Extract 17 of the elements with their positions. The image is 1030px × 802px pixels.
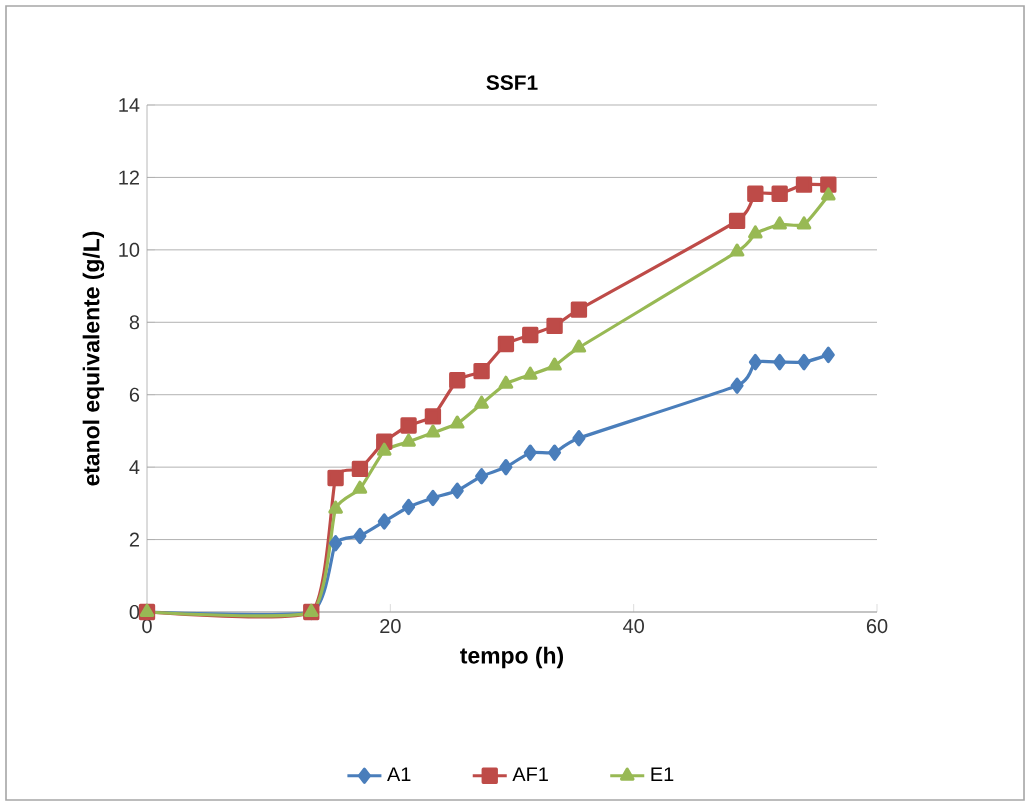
legend-label: A1 <box>387 767 411 782</box>
y-tick-label: 8 <box>129 315 140 330</box>
chart-title: SSF1 <box>486 75 538 90</box>
x-tick-label: 40 <box>623 619 644 634</box>
y-tick-label: 2 <box>129 532 139 547</box>
legend-label: AF1 <box>512 767 548 782</box>
legend-label: E1 <box>651 767 674 782</box>
x-tick-label: 60 <box>866 619 888 634</box>
y-tick-label: 12 <box>119 170 139 185</box>
y-tick-label: 4 <box>129 460 140 474</box>
y-tick-label: 0 <box>129 604 140 620</box>
x-axis-title: tempo (h) <box>460 646 564 669</box>
y-axis-title: etanol equivalente (g/L) <box>82 231 105 486</box>
y-tick-label: 6 <box>129 387 140 402</box>
y-tick-label: 14 <box>119 98 140 112</box>
y-tick-label: 10 <box>119 242 140 257</box>
x-tick-label: 20 <box>380 619 401 634</box>
